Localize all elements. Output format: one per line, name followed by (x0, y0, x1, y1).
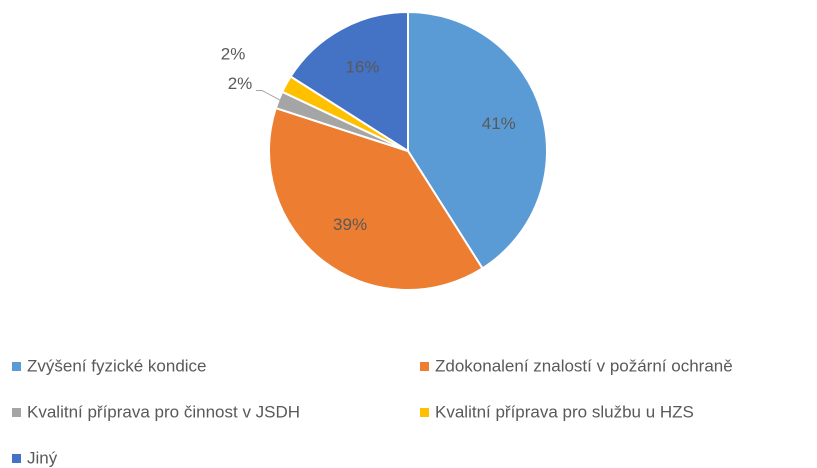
legend-swatch (12, 408, 21, 417)
data-label: 39% (333, 215, 367, 234)
leader-line (255, 89, 282, 102)
legend-swatch (12, 454, 21, 463)
pie-slice (268, 106, 484, 291)
legend-label: Zvýšení fyzické kondice (27, 356, 207, 375)
data-label: 16% (345, 58, 379, 77)
legend-label: Kvalitní příprava pro činnost v JSDH (27, 402, 300, 421)
legend-label: Zdokonalení znalostí v požární ochraně (435, 356, 733, 375)
data-label: 2% (221, 44, 246, 63)
data-label: 41% (482, 114, 516, 133)
data-label: 2% (228, 74, 253, 93)
legend-label: Jiný (27, 448, 58, 467)
pie-slice (289, 10, 409, 153)
legend-swatch (420, 408, 429, 417)
legend-swatch (420, 362, 429, 371)
legend-label: Kvalitní příprava pro službu u HZS (435, 402, 694, 421)
legend-swatch (12, 362, 21, 371)
